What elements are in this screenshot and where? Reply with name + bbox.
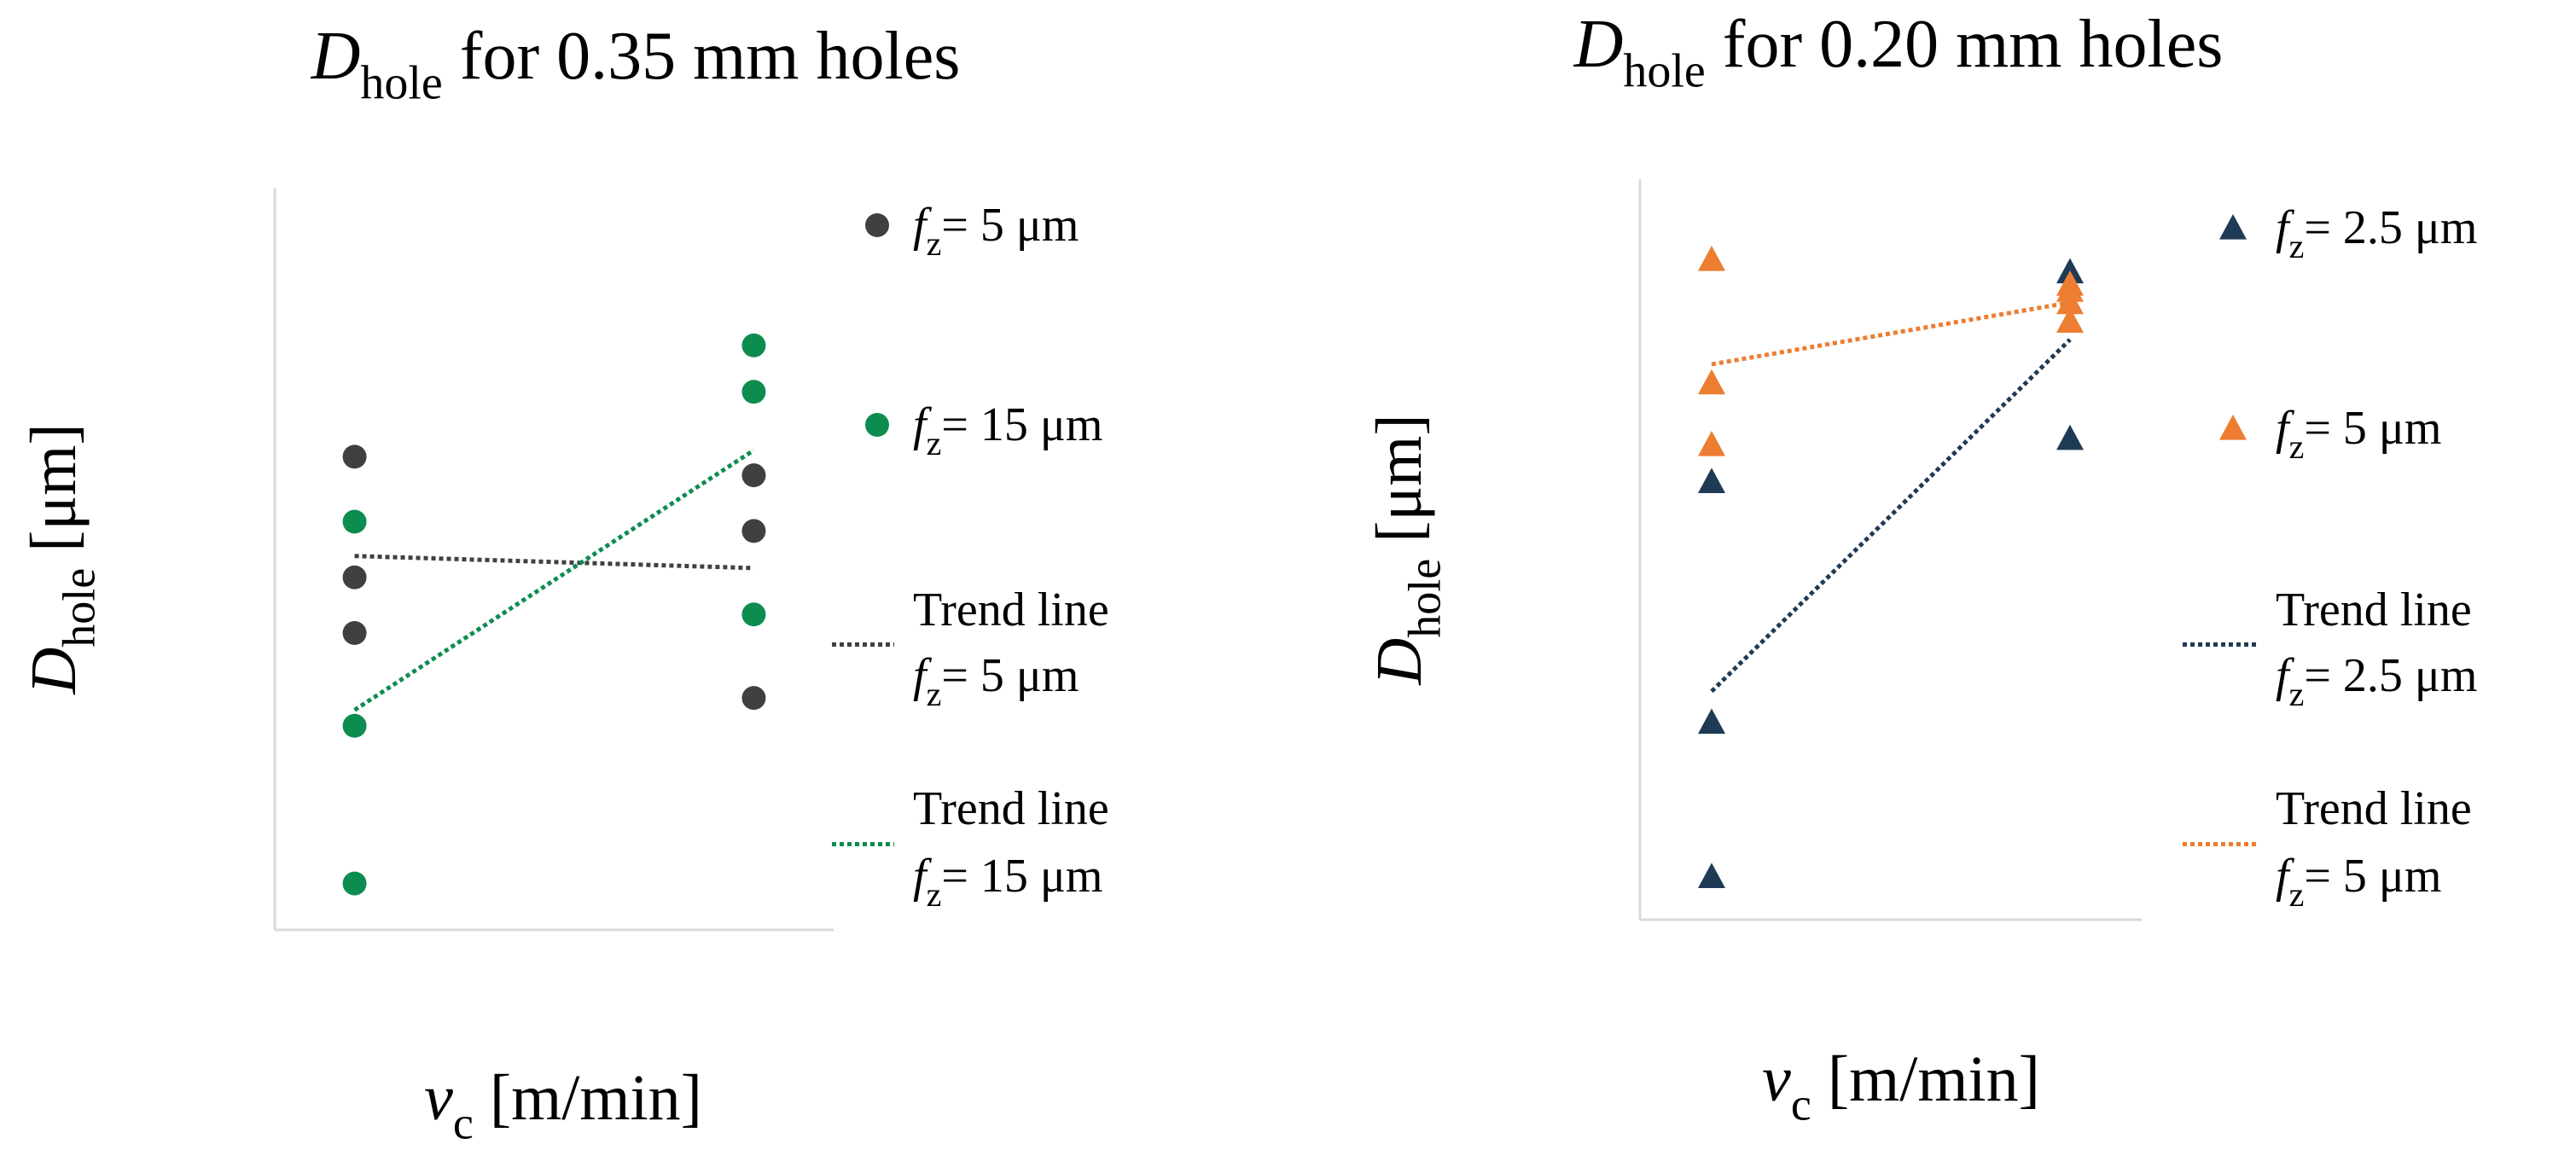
- legend-label: fz= 15 μm: [913, 850, 1103, 914]
- data-point: [1698, 246, 1725, 271]
- data-point: [342, 621, 367, 645]
- chart-panel-2: Dhole for 0.20 mm holes vc [m/min] Dhole […: [1364, 7, 2478, 1130]
- chart-panel-1: Dhole for 0.35 mm holes vc [m/min] Dhole […: [18, 19, 1109, 1149]
- legend-label: Trend line: [2276, 584, 2472, 636]
- trend-line: [1710, 338, 2072, 694]
- legend-item: fz= 5 μm: [865, 199, 1079, 263]
- legend-label: fz= 5 μm: [2276, 850, 2442, 914]
- series-1: [342, 444, 766, 711]
- chart-title: Dhole for 0.20 mm holes: [1573, 7, 2224, 98]
- data-point: [342, 713, 367, 738]
- legend-item: Trend line fz= 2.5 μm: [2183, 584, 2478, 713]
- data-point: [741, 463, 766, 488]
- data-point: [741, 333, 766, 357]
- legend-label: fz= 5 μm: [913, 199, 1079, 263]
- legend-label: Trend line: [913, 782, 1109, 835]
- data-point: [342, 565, 367, 590]
- data-point: [741, 380, 766, 404]
- x-axis-title: vc [m/min]: [1762, 1043, 2040, 1130]
- legend-label: fz= 5 μm: [913, 649, 1079, 713]
- legend-item: fz= 5 μm: [2219, 402, 2442, 466]
- data-point: [741, 686, 766, 711]
- data-point: [741, 519, 766, 543]
- data-point: [1698, 468, 1725, 494]
- data-point: [1698, 708, 1725, 735]
- data-point: [1698, 369, 1725, 395]
- data-point: [2056, 424, 2084, 450]
- data-point: [741, 602, 766, 627]
- y-axis-title: Dhole [μm]: [18, 423, 105, 694]
- legend-label: fz= 5 μm: [2276, 402, 2442, 466]
- legend-marker: [865, 213, 889, 237]
- legend-marker: [865, 413, 889, 437]
- legend-label: fz= 2.5 μm: [2276, 649, 2478, 713]
- chart-title: Dhole for 0.35 mm holes: [311, 19, 961, 110]
- legend-label: Trend line: [2276, 782, 2472, 835]
- trend-line: [353, 448, 755, 712]
- y-axis-title: Dhole [μm]: [1364, 414, 1451, 685]
- series-2: [342, 333, 766, 896]
- data-point: [1698, 862, 1725, 888]
- series-2: [1698, 246, 2084, 456]
- legend-item: fz= 15 μm: [865, 398, 1103, 462]
- data-point: [1698, 431, 1725, 456]
- data-point: [342, 871, 367, 896]
- trend-line: [354, 554, 754, 571]
- legend-label: fz= 15 μm: [913, 398, 1103, 462]
- legend-item: Trend line fz= 15 μm: [832, 782, 1109, 914]
- legend-item: Trend line fz= 5 μm: [2183, 782, 2472, 914]
- data-point: [2056, 276, 2084, 302]
- legend-label: Trend line: [913, 584, 1109, 636]
- legend-item: Trend line fz= 5 μm: [832, 584, 1109, 713]
- legend-label: fz= 2.5 μm: [2276, 201, 2478, 265]
- data-point: [342, 444, 367, 469]
- data-point: [2056, 307, 2084, 333]
- trend-line: [1711, 300, 2071, 367]
- data-point: [342, 509, 367, 534]
- x-axis-title: vc [m/min]: [424, 1062, 702, 1149]
- legend-item: fz= 2.5 μm: [2219, 201, 2478, 265]
- series-1: [1698, 258, 2084, 888]
- legend-marker: [2219, 415, 2247, 440]
- legend-marker: [2219, 214, 2247, 240]
